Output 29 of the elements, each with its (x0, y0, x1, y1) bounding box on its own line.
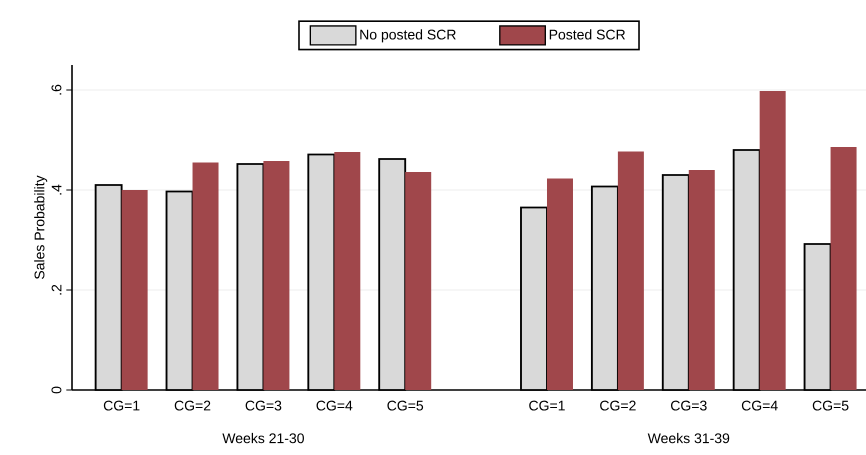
x-tick-label: CG=2 (174, 400, 210, 411)
x-tick-label: CG=2 (600, 400, 636, 411)
y-tick-label: .6 (51, 84, 62, 95)
bar (688, 170, 715, 390)
y-tick-label: .2 (52, 284, 62, 295)
x-tick-label: CG=5 (812, 400, 848, 411)
bar (546, 178, 573, 390)
x-tick-label: CG=4 (742, 400, 778, 411)
x-tick-label: CG=1 (529, 400, 565, 411)
bar (760, 91, 786, 390)
y-tick-label: .4 (52, 184, 62, 195)
x-tick-label: CG=3 (246, 400, 282, 411)
x-tick-label: CG=5 (387, 400, 424, 411)
x-tick-label: CG=4 (316, 400, 352, 411)
bar (192, 162, 219, 390)
bar (122, 190, 148, 390)
bar (618, 152, 644, 390)
y-axis-title: Sales Probability (34, 175, 48, 280)
bar (334, 152, 360, 390)
text: Weeks 31-39 (648, 432, 730, 444)
x-tick-label: CG=3 (671, 400, 707, 411)
legend-label: Posted SCR (550, 29, 626, 40)
bar (830, 147, 857, 390)
bar (263, 161, 290, 390)
y-tick-label: 0 (51, 386, 62, 394)
text: Weeks 21-30 (222, 432, 304, 444)
x-tick-label: CG=1 (104, 400, 140, 411)
bar (405, 172, 432, 390)
legend-label: No posted SCR (360, 29, 456, 42)
